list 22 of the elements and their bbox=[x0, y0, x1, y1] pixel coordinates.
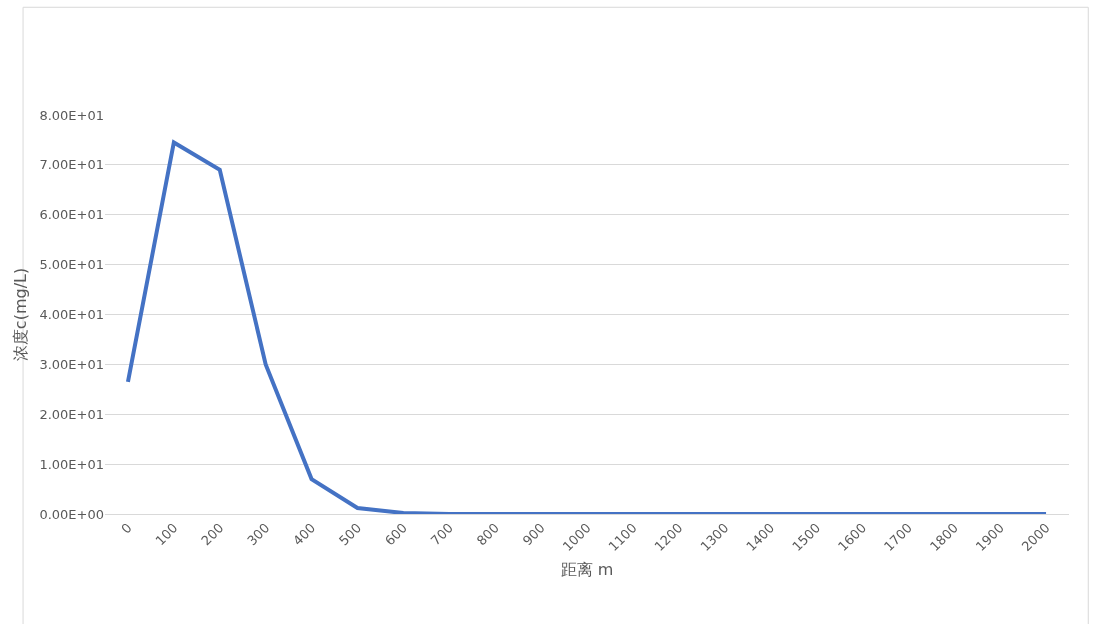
x-tick-label: 700 bbox=[427, 520, 457, 549]
y-tick-label: 0.00E+00 bbox=[39, 506, 104, 522]
y-tick-label: 2.00E+01 bbox=[39, 406, 104, 422]
y-tick-label: 3.00E+01 bbox=[39, 356, 104, 372]
y-axis-title: 浓度c(mg/L) bbox=[11, 267, 31, 362]
line-series bbox=[125, 140, 1049, 514]
x-tick-label: 100 bbox=[152, 520, 181, 549]
y-tick-label: 7.00E+01 bbox=[39, 157, 104, 173]
x-tick-label: 500 bbox=[336, 520, 365, 549]
y-tick-label: 4.00E+01 bbox=[39, 307, 104, 323]
x-axis-title: 距离 m bbox=[560, 559, 614, 579]
x-tick-label: 900 bbox=[519, 520, 548, 549]
x-tick-label: 300 bbox=[244, 520, 273, 549]
x-tick-label: 600 bbox=[381, 520, 411, 549]
y-tick-label: 6.00E+01 bbox=[39, 207, 104, 223]
x-tick-label: 200 bbox=[198, 520, 227, 549]
y-tick-label: 5.00E+01 bbox=[39, 257, 104, 273]
x-tick-label: 400 bbox=[290, 520, 319, 549]
y-tick-label: 1.00E+01 bbox=[39, 456, 104, 472]
x-tick-label: 800 bbox=[473, 520, 502, 549]
x-tick-label: 0 bbox=[118, 520, 135, 537]
y-tick-label: 8.00E+01 bbox=[39, 107, 104, 123]
